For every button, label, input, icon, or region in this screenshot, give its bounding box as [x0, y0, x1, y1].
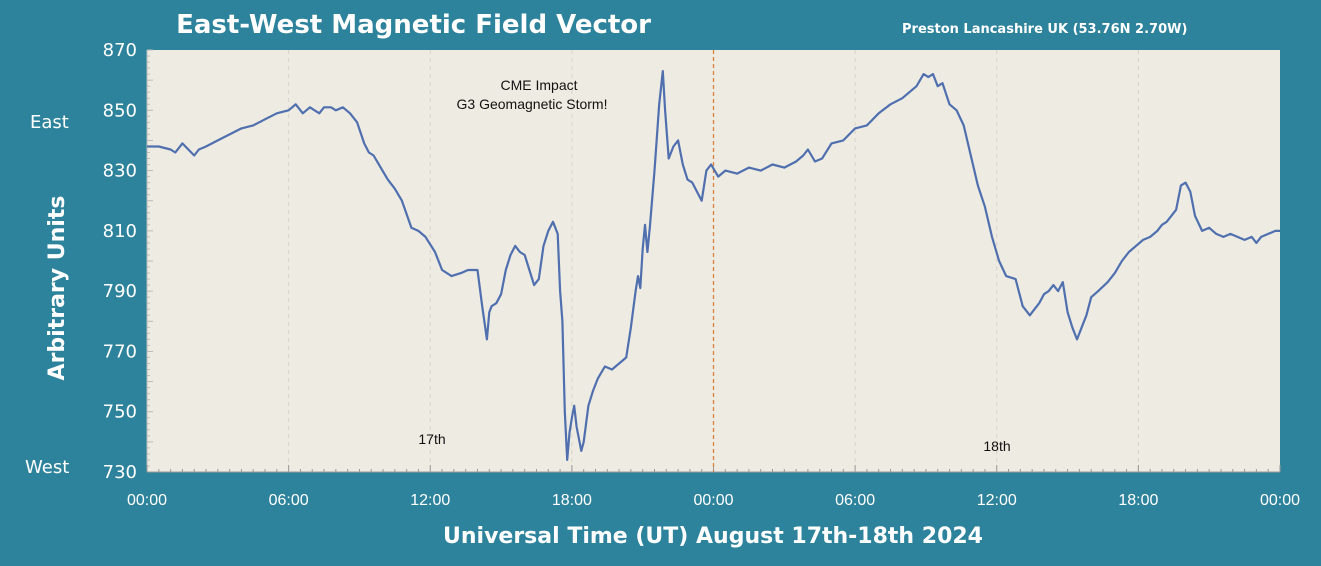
grid-layer: [288, 50, 1139, 472]
y-tick-label: 770: [103, 341, 137, 362]
x-axis-title: Universal Time (UT) August 17th-18th 202…: [443, 524, 983, 549]
y-tick-label: 830: [103, 161, 137, 182]
east-label: East: [30, 112, 69, 133]
annotation-line-1: CME Impact: [500, 77, 577, 93]
series-line: [147, 70, 1280, 461]
y-axis-title: Arbitrary Units: [45, 196, 70, 381]
y-tick-layer: 730 750 770 790 810 830 850 870: [103, 40, 153, 483]
x-tick-label: 06:00: [269, 492, 309, 509]
annotation-line-2: G3 Geomagnetic Storm!: [457, 96, 608, 112]
y-tick-label: 850: [103, 100, 137, 121]
y-tick-label: 810: [103, 221, 137, 242]
x-tick-label: 00:00: [693, 492, 733, 509]
day-label-17th: 17th: [418, 431, 445, 447]
y-tick-label: 750: [103, 402, 137, 423]
chart-subtitle: Preston Lancashire UK (53.76N 2.70W): [902, 22, 1187, 37]
y-tick-label: 790: [103, 281, 137, 302]
x-tick-layer: 00:00 06:00 12:00 18:00 00:00 06:00 12:00 18:00…: [127, 465, 1300, 509]
x-tick-label: 12:00: [977, 492, 1017, 509]
y-tick-label: 730: [103, 462, 137, 483]
x-tick-label: 06:00: [835, 492, 875, 509]
west-label: West: [25, 457, 69, 478]
x-tick-label: 18:00: [1118, 492, 1158, 509]
chart-title: East-West Magnetic Field Vector: [176, 10, 651, 40]
day-label-18th: 18th: [983, 438, 1010, 454]
y-tick-label: 870: [103, 40, 137, 61]
x-tick-label: 12:00: [410, 492, 450, 509]
x-tick-label: 18:00: [552, 492, 592, 509]
x-tick-label: 00:00: [1260, 492, 1300, 509]
x-tick-label: 00:00: [127, 492, 167, 509]
